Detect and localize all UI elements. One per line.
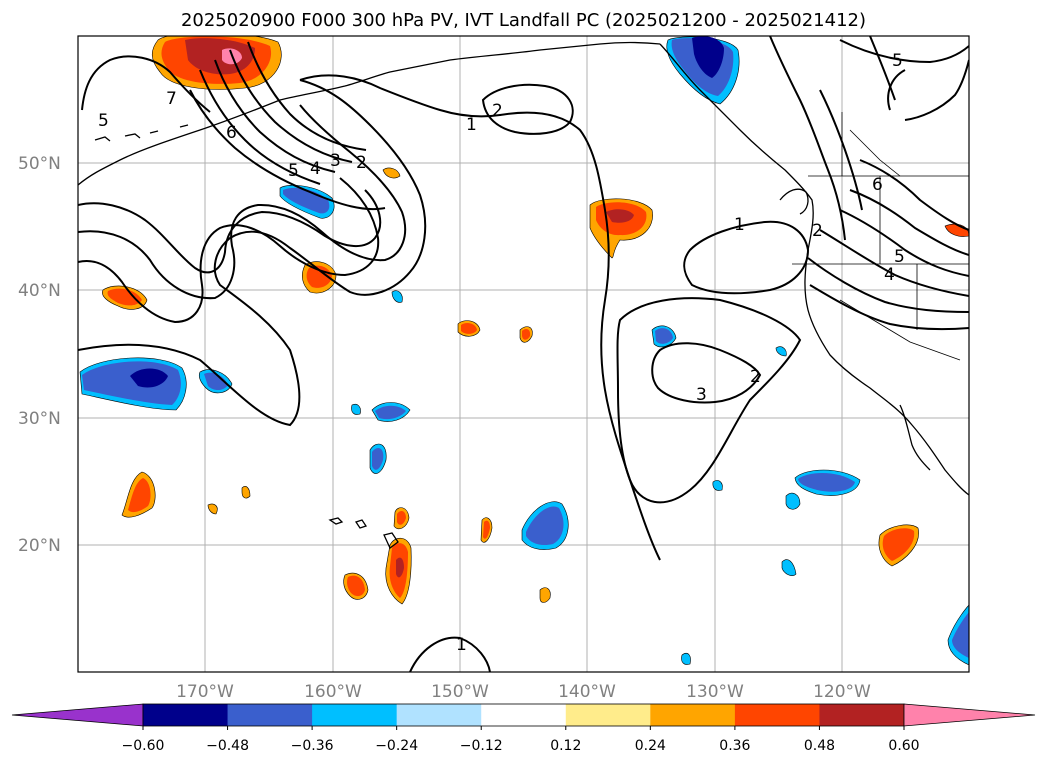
map-plot-area: 1 2 2 3 4 5 6 7 5 1 2 3 2 1 5 6 5 4 1 (78, 36, 969, 672)
contour-label: 2 (492, 101, 503, 121)
colorbar-tick-label: −0.60 (122, 738, 165, 754)
colorbar-tick-label: 0.36 (719, 738, 750, 754)
colorbar-segment (819, 704, 905, 726)
contour-label: 6 (226, 123, 237, 143)
contour-label: 4 (310, 159, 321, 179)
lon-label: 140°W (558, 682, 616, 702)
colorbar-extend-low (11, 703, 144, 727)
colorbar-segment (650, 704, 736, 726)
colorbar-tick-label: −0.36 (291, 738, 334, 754)
colorbar-tick-label: 0.48 (804, 738, 835, 754)
colorbar-segment (312, 704, 398, 726)
pv-negative-anomalies (79, 36, 969, 666)
colorbar-segment (565, 704, 651, 726)
lon-label: 150°W (431, 682, 489, 702)
latitude-labels: 50°N 40°N 30°N 20°N (18, 154, 61, 556)
gridlines (78, 36, 969, 672)
contour-label: 5 (98, 111, 109, 131)
colorbar-extend-high (903, 703, 1036, 727)
ivt-contours (78, 36, 969, 672)
contour-label: 5 (892, 51, 903, 71)
pv-positive-anomalies (102, 36, 969, 605)
contour-label: 6 (872, 175, 883, 195)
contour-label: 2 (356, 153, 367, 173)
contour-label: 2 (750, 367, 761, 387)
map-title: 2025020900 F000 300 hPa PV, IVT Landfall… (180, 10, 867, 31)
lat-label: 30°N (18, 409, 61, 429)
colorbar-segment (734, 704, 820, 726)
contour-label: 3 (330, 151, 341, 171)
colorbar-tick-label: −0.12 (460, 738, 503, 754)
colorbar: −0.60 −0.48 −0.36 −0.24 −0.12 0.12 0.24 0.36 0.4… (11, 703, 1036, 754)
coastlines (78, 41, 969, 550)
political-borders (792, 112, 969, 361)
contour-label: 5 (288, 161, 299, 181)
contour-label: 1 (466, 115, 477, 135)
longitude-labels: 170°W 160°W 150°W 140°W 130°W 120°W (176, 682, 871, 702)
lon-label: 170°W (176, 682, 234, 702)
lat-label: 50°N (18, 154, 61, 174)
colorbar-tick-label: 0.60 (888, 738, 919, 754)
colorbar-tick-label: −0.48 (206, 738, 249, 754)
lon-label: 160°W (304, 682, 362, 702)
colorbar-segment (143, 704, 229, 726)
plot-frame (77, 35, 970, 673)
colorbar-segment (227, 704, 313, 726)
contour-label: 3 (696, 385, 707, 405)
contour-labels: 1 2 2 3 4 5 6 7 5 1 2 3 2 1 5 6 5 4 1 (98, 51, 905, 655)
contour-label: 1 (734, 215, 745, 235)
lat-label: 40°N (18, 281, 61, 301)
contour-label: 2 (812, 221, 823, 241)
colorbar-tick-label: 0.12 (550, 738, 581, 754)
contour-label: 1 (456, 635, 467, 655)
contour-label: 7 (166, 89, 177, 109)
lon-label: 130°W (686, 682, 744, 702)
contour-label: 5 (894, 247, 905, 267)
colorbar-segment (396, 704, 482, 726)
contour-label: 4 (884, 265, 895, 285)
lat-label: 20°N (18, 536, 61, 556)
colorbar-segment (481, 704, 567, 726)
colorbar-tick-label: −0.24 (375, 738, 418, 754)
lon-label: 120°W (813, 682, 871, 702)
colorbar-tick-label: 0.24 (635, 738, 666, 754)
